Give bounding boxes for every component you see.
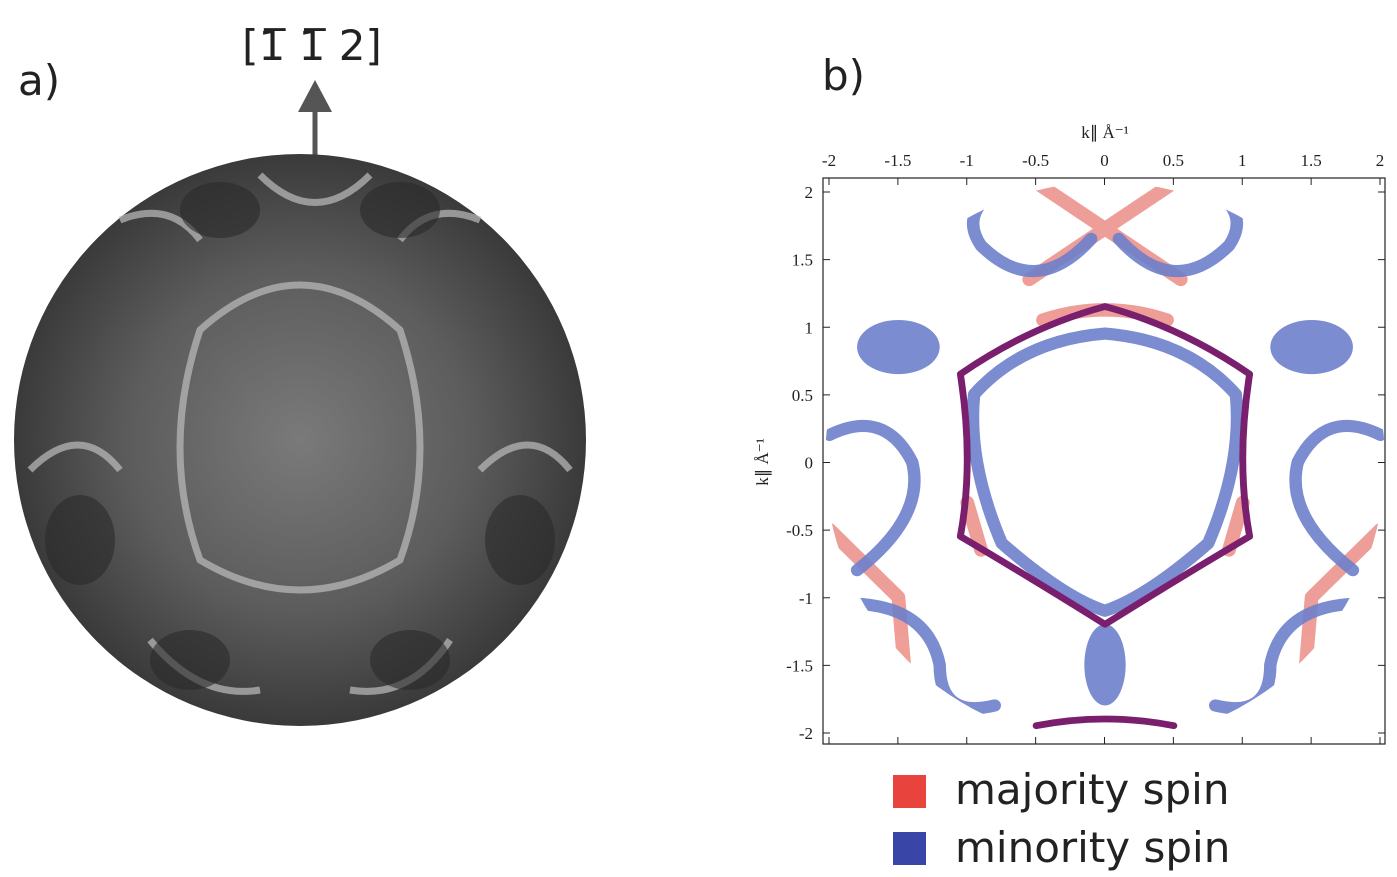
x-axis-label: k∥ Å⁻¹ (1081, 123, 1129, 142)
figure: a) [1̅ 1̅ 2] b) k∥ Å⁻¹ k∥ Å⁻¹ (0, 0, 1397, 877)
x-tick-label: -1 (960, 151, 974, 170)
fermi-surface (830, 178, 1381, 726)
y-tick-label: 1 (805, 318, 814, 337)
y-tick-label: -2 (799, 724, 813, 743)
x-tick-label: -0.5 (1022, 151, 1049, 170)
y-tick-label: 1.5 (792, 251, 813, 270)
page: a) [1̅ 1̅ 2] b) k∥ Å⁻¹ k∥ Å⁻¹ (0, 0, 1397, 877)
x-tick-label: 1.5 (1301, 151, 1322, 170)
y-tick-label: -0.5 (786, 521, 813, 540)
direction-label: [1̅ 1̅ 2] (242, 21, 382, 70)
legend-swatch (893, 832, 926, 865)
x-tick-label: 0.5 (1163, 151, 1184, 170)
legend-label: majority spin (955, 765, 1229, 814)
x-tick-label: -1.5 (884, 151, 911, 170)
y-tick-label: 0.5 (792, 386, 813, 405)
y-tick-label: -1 (799, 589, 813, 608)
legend-label: minority spin (955, 823, 1230, 872)
y-tick-label: 2 (805, 183, 814, 202)
y-axis-label: k∥ Å⁻¹ (753, 438, 772, 486)
panel-label: a) (18, 56, 60, 105)
leed-pattern (14, 154, 586, 726)
x-tick-label: 1 (1238, 151, 1247, 170)
y-tick-label: 0 (805, 454, 814, 473)
x-tick-label: 2 (1376, 151, 1385, 170)
x-tick-label: 0 (1100, 151, 1109, 170)
panel-label: b) (822, 51, 865, 100)
x-tick-label: -2 (822, 151, 836, 170)
legend-swatch (893, 775, 926, 808)
arrow-head (298, 80, 332, 112)
y-tick-label: -1.5 (786, 656, 813, 675)
